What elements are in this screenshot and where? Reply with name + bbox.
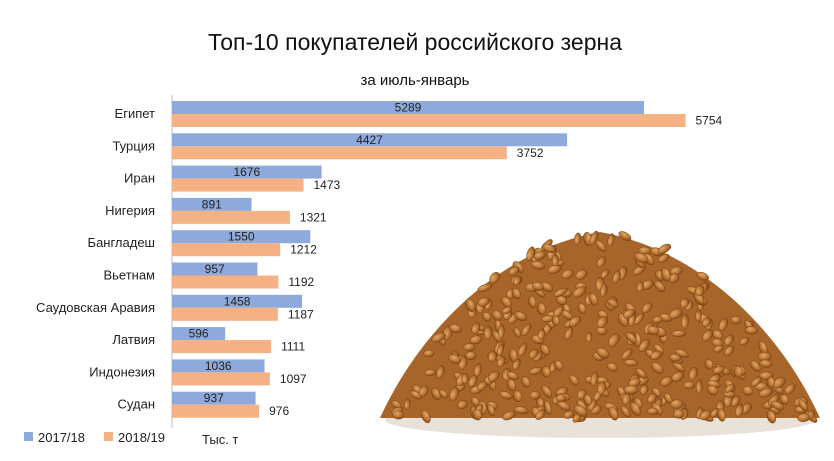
bar-2017-18 — [172, 133, 568, 147]
bar-2018-19 — [172, 307, 278, 321]
bar-2018-19 — [172, 275, 279, 289]
data-label: 3752 — [517, 146, 544, 160]
category-label: Иран — [124, 171, 155, 186]
bar-2018-19 — [172, 404, 260, 418]
data-label: 957 — [205, 262, 225, 276]
data-label: 5754 — [696, 114, 723, 128]
bar-2018-19 — [172, 243, 281, 257]
bar-2017-18 — [172, 391, 256, 405]
unit-label: Тыс. т — [202, 432, 238, 447]
data-label: 1321 — [300, 210, 327, 224]
bar-2018-19 — [172, 178, 304, 192]
data-label: 5289 — [395, 101, 422, 115]
data-label: 1550 — [228, 230, 255, 244]
bar-2018-19 — [172, 146, 507, 160]
category-label: Вьетнам — [103, 268, 155, 283]
bar-2018-19 — [172, 372, 270, 386]
category-label: Бангладеш — [88, 235, 155, 250]
data-label: 1473 — [314, 178, 341, 192]
bar-2018-19 — [172, 210, 290, 224]
chart-subtitle: за июль-январь — [361, 72, 470, 89]
data-label: 1458 — [224, 294, 251, 308]
data-label: 1187 — [288, 307, 314, 321]
bar-2017-18 — [172, 359, 265, 373]
bar-2017-18 — [172, 165, 322, 179]
bar-2018-19 — [172, 340, 272, 354]
chart-title: Топ-10 покупателей российского зерна — [208, 29, 622, 55]
data-label: 1212 — [290, 243, 317, 257]
bar-2017-18 — [172, 327, 226, 341]
data-label: 976 — [269, 404, 289, 418]
bar-2017-18 — [172, 101, 644, 114]
value-labels: 5289 5754 4427 3752 1676 1473 891 1321 1550 1212 9… — [189, 101, 723, 419]
legend-swatch-2017-18 — [24, 432, 33, 441]
data-label: 1676 — [233, 165, 260, 179]
data-label: 4427 — [356, 133, 383, 147]
data-label: 937 — [204, 391, 224, 405]
bar-2017-18 — [172, 230, 311, 244]
category-label: Индонезия — [89, 364, 155, 379]
category-label: Латвия — [112, 332, 155, 347]
legend-swatch-2018-19 — [104, 432, 113, 441]
bar-2017-18 — [172, 294, 303, 308]
bar-2017-18 — [172, 262, 258, 276]
bar-2018-19 — [172, 114, 686, 127]
data-label: 1111 — [281, 340, 305, 354]
wheat-grain-pile — [380, 230, 820, 438]
data-label: 1192 — [288, 275, 314, 289]
category-label: Саудовская Аравия — [36, 300, 155, 315]
legend-label-2018-19: 2018/19 — [118, 430, 165, 445]
category-label: Судан — [118, 397, 155, 412]
legend-label-2017-18: 2017/18 — [38, 430, 85, 445]
legend: 2017/18 2018/19 Тыс. т — [24, 430, 238, 447]
category-label: Нигерия — [105, 203, 155, 218]
category-label: Египет — [115, 106, 156, 121]
category-label: Турция — [112, 138, 155, 153]
bars-group — [172, 101, 686, 418]
data-label: 1036 — [205, 359, 232, 373]
category-labels: Египет Турция Иран Нигерия Бангладеш Вьетнам С… — [36, 106, 155, 412]
data-label: 596 — [189, 327, 209, 341]
bar-2017-18 — [172, 197, 252, 211]
data-label: 891 — [202, 197, 222, 211]
data-label: 1097 — [280, 372, 307, 386]
